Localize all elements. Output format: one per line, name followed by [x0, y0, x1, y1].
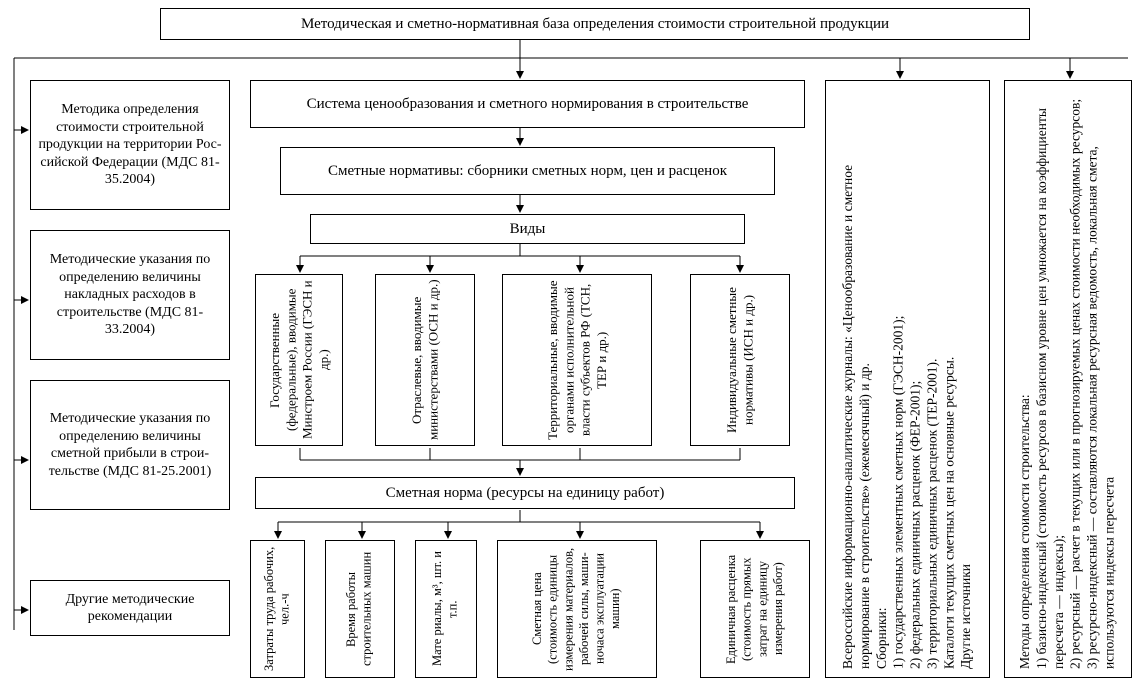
k2-text: Отраслевые, вводи­мые министерствами (ОС… — [409, 279, 442, 441]
norm-estimate-price: Сметная цена (стоимость еди­ницы измерен… — [497, 540, 657, 678]
c3-text: Виды — [510, 220, 546, 239]
title-text: Методическая и сметно-нормативная база о… — [301, 15, 889, 34]
c4-text: Сметная норма (ресурсы на единицу работ) — [386, 484, 665, 503]
kind-individual: Индивидуальные сметные нор­мативы (ИСН и… — [690, 274, 790, 446]
k3-text: Территориаль­ные, вводи­мые органами исп… — [545, 279, 610, 441]
left-m2-text: Методические указа­ния по определению ве… — [37, 251, 223, 339]
kind-state: Государственные (федеральные), вводимые … — [255, 274, 343, 446]
left-method-2: Методические указа­ния по определению ве… — [30, 230, 230, 360]
norm-unit-rate: Единичная рас­ценка (стоимость прямых за… — [700, 540, 810, 678]
title-box: Методическая и сметно-нормативная база о… — [160, 8, 1030, 40]
c1-text: Система ценообразования и сметного норми… — [307, 95, 749, 114]
norm-materials: Мате риалы, м³, шт. и т.п. — [415, 540, 477, 678]
right1-text: Всероссийские информационно-аналитически… — [840, 89, 975, 669]
norm-labor: Затраты труда рабочих, чел.-ч — [250, 540, 305, 678]
center-system: Система ценообразования и сметного норми… — [250, 80, 805, 128]
center-estimate-norm: Сметная норма (ресурсы на единицу работ) — [255, 477, 795, 509]
norm-machine-time: Время работы строительных машин — [325, 540, 395, 678]
left-method-4: Другие методические рекомендации — [30, 580, 230, 636]
left-method-1: Методика определе­ния стоимости строи­те… — [30, 80, 230, 210]
kind-territorial: Территориаль­ные, вводи­мые органами исп… — [502, 274, 652, 446]
n4-text: Сметная цена (стоимость еди­ницы измерен… — [530, 545, 624, 673]
k1-text: Государственные (федеральные), вводимые … — [267, 279, 332, 441]
right-journals-sources: Всероссийские информационно-аналитически… — [825, 80, 990, 678]
left-m4-text: Другие методические рекомендации — [37, 591, 223, 626]
center-norms-collections: Сметные нормативы: сборники сметных норм… — [280, 147, 775, 195]
kind-industry: Отраслевые, вводи­мые министерствами (ОС… — [375, 274, 475, 446]
n3-text: Мате риалы, м³, шт. и т.п. — [430, 545, 461, 673]
left-method-3: Методические указа­ния по определению ве… — [30, 380, 230, 510]
n2-text: Время работы строительных машин — [344, 545, 375, 673]
k4-text: Индивидуальные сметные нор­мативы (ИСН и… — [724, 279, 757, 441]
center-kinds-header: Виды — [310, 214, 745, 244]
c2-text: Сметные нормативы: сборники сметных норм… — [328, 162, 727, 181]
left-m1-text: Методика определе­ния стоимости строи­те… — [37, 101, 223, 189]
right-methods: Методы определения стоимости строительст… — [1004, 80, 1132, 678]
right2-text: Методы определения стоимости строительст… — [1017, 89, 1118, 669]
n1-text: Затраты труда рабочих, чел.-ч — [262, 545, 293, 673]
left-m3-text: Методические указа­ния по определению ве… — [37, 410, 223, 480]
n5-text: Единичная рас­ценка (стоимость прямых за… — [724, 545, 787, 673]
